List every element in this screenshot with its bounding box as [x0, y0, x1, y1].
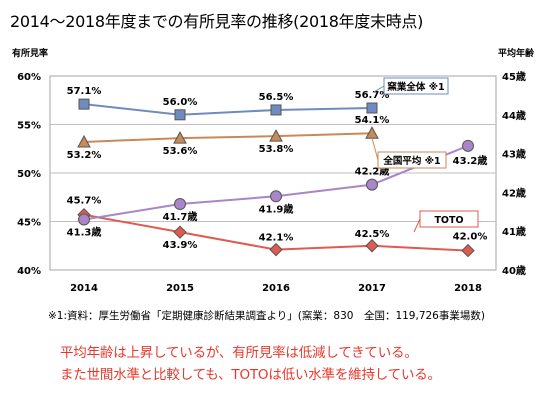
- left-tick-label: 40%: [17, 266, 41, 277]
- data-point-square: [366, 102, 378, 114]
- data-label: 41.3歳: [67, 226, 102, 239]
- data-point-diamond: [269, 242, 283, 257]
- data-point-square: [78, 98, 90, 110]
- callout-leader: [371, 137, 379, 161]
- data-label: 43.9%: [163, 240, 198, 251]
- data-point-diamond: [365, 239, 379, 253]
- summary-line-1: 平均年齢は上昇しているが、有所見率は低減してきている。: [60, 345, 418, 361]
- x-tick-label: 2018: [454, 283, 482, 294]
- data-label: 53.8%: [259, 144, 294, 155]
- left-tick-label: 60%: [17, 72, 41, 83]
- data-label: 43.2歳: [453, 154, 488, 167]
- data-label: 53.2%: [67, 150, 102, 161]
- left-tick-label: 45%: [17, 218, 41, 229]
- data-label: 42.5%: [355, 229, 390, 240]
- series-line: [83, 103, 373, 116]
- data-point-circle: [174, 198, 186, 211]
- x-tick-label: 2016: [262, 283, 290, 294]
- right-tick-label: 40歳: [502, 264, 526, 277]
- data-point-square: [270, 104, 282, 116]
- right-tick-label: 41歳: [502, 225, 526, 238]
- right-axis-label: 平均年齢: [498, 49, 535, 59]
- data-point-circle: [366, 178, 378, 191]
- data-label: 42.0%: [453, 232, 488, 243]
- callout-leader: [413, 218, 421, 233]
- data-point-square: [174, 109, 186, 121]
- right-tick-label: 45歳: [502, 70, 526, 83]
- legend-callout-box: [419, 210, 479, 228]
- right-tick-label: 42歳: [502, 186, 526, 199]
- x-tick-label: 2015: [166, 283, 194, 294]
- data-label: 57.1%: [67, 86, 102, 97]
- chart-title: 2014～2018年度までの有所見率の推移(2018年度末時点): [10, 12, 424, 31]
- legend-callout-box: [377, 151, 447, 169]
- left-tick-label: 55%: [17, 121, 41, 132]
- data-label: 53.6%: [163, 146, 198, 157]
- legend-callout-label: 全国平均 ※1: [382, 155, 440, 167]
- data-point-circle: [462, 139, 474, 152]
- callout-leader: [373, 85, 385, 93]
- data-point-circle: [270, 190, 282, 203]
- data-label: 56.0%: [163, 97, 198, 108]
- data-label: 54.1%: [355, 115, 390, 126]
- x-tick-label: 2017: [358, 283, 386, 294]
- data-label: 41.7歳: [163, 210, 198, 223]
- data-point-diamond: [461, 243, 475, 258]
- left-axis-label: 有所見率: [12, 49, 49, 59]
- right-tick-label: 43歳: [502, 148, 526, 161]
- legend-callout-label: 窯業全体 ※1: [387, 81, 444, 93]
- left-tick-label: 50%: [17, 169, 41, 180]
- series-line: [83, 132, 373, 143]
- data-point-triangle: [77, 134, 91, 148]
- data-label: 41.9歳: [259, 202, 294, 215]
- legend-callout-box: [383, 77, 449, 95]
- data-point-triangle: [269, 129, 283, 142]
- data-point-triangle: [173, 131, 187, 144]
- x-tick-label: 2014: [70, 283, 98, 294]
- right-tick-label: 44歳: [502, 109, 526, 122]
- data-point-circle: [78, 213, 90, 226]
- data-point-diamond: [173, 225, 187, 239]
- footnote: ※1:資料：厚生労働省「定期健康診断結果調査より」(窯業：830 全国：119,…: [48, 310, 485, 322]
- data-label: 56.5%: [259, 92, 294, 103]
- data-label: 56.7%: [355, 90, 390, 101]
- line-chart: 40% 45% 50% 55% 60% 40歳 41歳 42歳 43歳 44歳 45歳 2014 201…: [17, 70, 526, 294]
- legend-callout-label: TOTO: [434, 215, 463, 226]
- summary-line-2: また世間水準と比較しても、TOTOは低い水準を維持している。: [60, 367, 441, 383]
- data-label: 42.1%: [259, 233, 294, 244]
- data-label: 45.7%: [67, 196, 102, 207]
